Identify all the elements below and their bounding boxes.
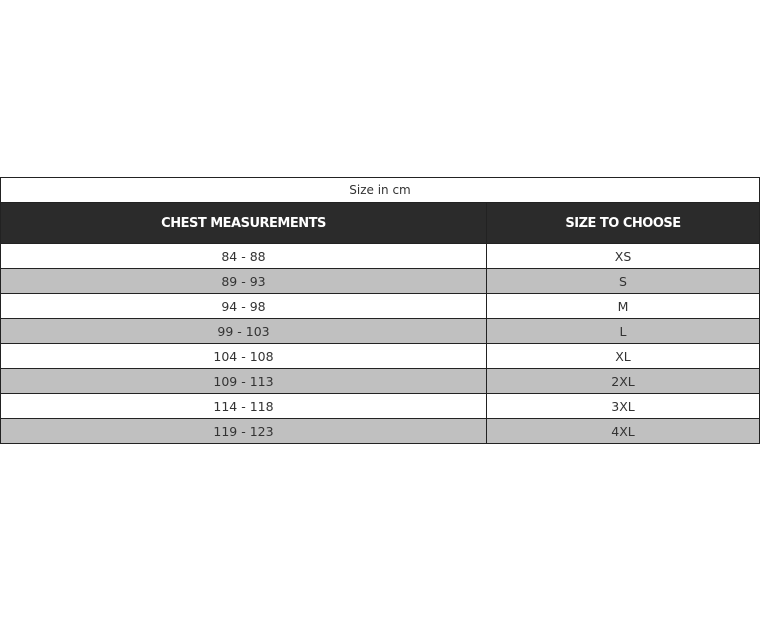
chest-cell: 109 - 113 (0, 368, 487, 394)
size-cell: S (486, 268, 760, 294)
table-caption: Size in cm (0, 177, 760, 203)
size-cell: 4XL (486, 418, 760, 444)
size-cell: M (486, 293, 760, 319)
chest-cell: 99 - 103 (0, 318, 487, 344)
size-cell: XL (486, 343, 760, 369)
size-cell: XS (486, 243, 760, 269)
chest-cell: 114 - 118 (0, 393, 487, 419)
header-size-to-choose: SIZE TO CHOOSE (486, 202, 760, 244)
table-row: 94 - 98 M (0, 293, 760, 319)
chest-cell: 89 - 93 (0, 268, 487, 294)
table-row: 99 - 103 L (0, 318, 760, 344)
table-row: 104 - 108 XL (0, 343, 760, 369)
size-cell: L (486, 318, 760, 344)
chest-cell: 104 - 108 (0, 343, 487, 369)
caption-row: Size in cm (0, 177, 760, 203)
table-row: 114 - 118 3XL (0, 393, 760, 419)
header-row: CHEST MEASUREMENTS SIZE TO CHOOSE (0, 202, 760, 244)
chest-cell: 119 - 123 (0, 418, 487, 444)
chest-cell: 94 - 98 (0, 293, 487, 319)
size-chart-table: Size in cm CHEST MEASUREMENTS SIZE TO CH… (0, 177, 760, 444)
table-row: 119 - 123 4XL (0, 418, 760, 444)
size-cell: 2XL (486, 368, 760, 394)
chest-cell: 84 - 88 (0, 243, 487, 269)
table-row: 89 - 93 S (0, 268, 760, 294)
table-row: 84 - 88 XS (0, 243, 760, 269)
size-cell: 3XL (486, 393, 760, 419)
header-chest-measurements: CHEST MEASUREMENTS (0, 202, 487, 244)
table-row: 109 - 113 2XL (0, 368, 760, 394)
